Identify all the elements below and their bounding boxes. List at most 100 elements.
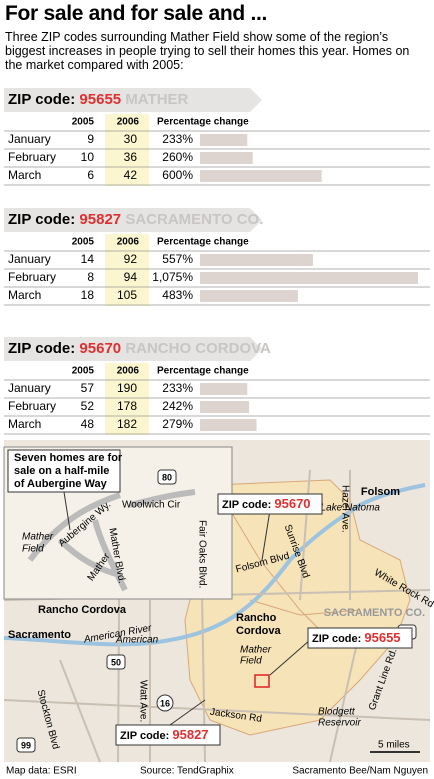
credit: Map data: ESRI xyxy=(6,766,77,777)
zip-callout: ZIP code: 95670 ZIP code: 95655 ZIP code… xyxy=(115,493,413,746)
pct-label: 233% xyxy=(162,381,193,395)
inset-label: Mather xyxy=(22,532,54,543)
pct-bar xyxy=(200,170,322,182)
pct-label: 260% xyxy=(162,150,193,164)
value-2006: 190 xyxy=(117,381,137,395)
map-label: Folsom xyxy=(361,486,400,498)
column-header: Percentage change xyxy=(157,366,249,377)
value-2006: 30 xyxy=(124,132,138,146)
map-label: Fair Oaks Blvd. xyxy=(196,520,207,588)
value-2006: 94 xyxy=(124,270,138,284)
map-label: Lake Natoma xyxy=(321,503,381,514)
zip: 95670 xyxy=(274,496,310,511)
callout-leader xyxy=(63,491,71,531)
zip-label: ZIP code: xyxy=(312,633,361,645)
pct-label: 279% xyxy=(162,417,193,431)
shield xyxy=(157,469,177,485)
zip-border xyxy=(249,599,361,616)
column-header: Percentage change xyxy=(157,237,249,248)
map-label: Blodgett xyxy=(318,707,356,718)
highlight-box xyxy=(254,674,270,688)
column-header: 2005 xyxy=(72,366,95,377)
zip-box xyxy=(115,724,221,746)
area: MATHER xyxy=(125,91,188,108)
value-2005: 57 xyxy=(81,381,95,395)
leader xyxy=(169,699,206,726)
column-header: 2006 xyxy=(117,366,140,377)
shield xyxy=(106,654,126,670)
column-header: Percentage change xyxy=(157,117,249,128)
inset-label: Field xyxy=(22,544,44,555)
shield-label: 50 xyxy=(111,657,121,667)
map-label: Cordova xyxy=(236,625,282,637)
month: January xyxy=(8,252,51,266)
value-2006: 42 xyxy=(124,168,138,182)
value-2005: 6 xyxy=(87,168,94,182)
zip-label: ZIP code: xyxy=(222,499,271,511)
column-highlight xyxy=(105,363,149,435)
zip: 95655 xyxy=(364,630,400,645)
value-2005: 9 xyxy=(87,132,94,146)
callout: sale on a half-mile xyxy=(14,465,109,477)
zip: 95655 xyxy=(79,91,121,108)
pct-bar xyxy=(200,419,257,431)
pct-bar xyxy=(200,383,248,395)
pct-bar xyxy=(200,272,418,284)
map-label: Watt Ave. xyxy=(137,680,148,722)
pct-bar xyxy=(200,152,253,164)
intro: Three ZIP codes surrounding Mather Field… xyxy=(5,30,410,72)
value-2005: 8 xyxy=(87,270,94,284)
area: RANCHO CORDOVA xyxy=(125,340,271,357)
zip-callout-text: ZIP code: 95670 xyxy=(222,496,311,511)
pct-label: 1,075% xyxy=(152,270,193,284)
map-label: Hazel Ave. xyxy=(339,485,350,533)
pct-label: 242% xyxy=(162,399,193,413)
zip-callout-text: ZIP code: 95827 xyxy=(120,727,209,742)
value-2005: 48 xyxy=(81,417,95,431)
pct-label: 600% xyxy=(162,168,193,182)
pct-bar xyxy=(200,134,248,146)
header-band xyxy=(4,88,262,112)
month: January xyxy=(8,132,51,146)
month: February xyxy=(8,270,56,284)
zip-border xyxy=(214,484,331,641)
shield xyxy=(16,737,36,753)
value-2006: 105 xyxy=(117,288,137,302)
shield-label: 16 xyxy=(160,698,170,708)
column-highlight xyxy=(105,234,149,306)
table: ZIP code: 95670 RANCHO CORDOVA 2005 2006 Pe… xyxy=(4,337,430,435)
zip-box xyxy=(307,627,413,649)
pct-label: 233% xyxy=(162,132,193,146)
leader xyxy=(261,509,271,561)
zip-callout-text: ZIP code: 95655 xyxy=(312,630,401,645)
shield-label: 80 xyxy=(162,472,172,482)
column-header: 2006 xyxy=(117,237,140,248)
pct-bar xyxy=(200,254,313,266)
header-band xyxy=(4,208,262,232)
value-2005: 14 xyxy=(81,252,95,266)
area: SACRAMENTO CO. xyxy=(125,211,263,228)
table: ZIP code: 95827 SACRAMENTO CO. 2005 2006 Pe… xyxy=(4,208,430,306)
scale-label: 5 miles xyxy=(378,740,410,751)
value-2006: 178 xyxy=(117,399,137,413)
map-label: SACRAMENTO CO. xyxy=(324,607,425,619)
column-header: 2005 xyxy=(72,237,95,248)
month: February xyxy=(8,150,56,164)
credit: Sacramento Bee/Nam Nguyen xyxy=(292,766,428,777)
month: January xyxy=(8,381,51,395)
pct-bar xyxy=(200,290,298,302)
zip-label: ZIP code: xyxy=(8,211,75,228)
zip: 95670 xyxy=(79,340,121,357)
column-header: 2006 xyxy=(117,117,140,128)
value-2006: 92 xyxy=(124,252,138,266)
value-2006: 36 xyxy=(124,150,138,164)
month: March xyxy=(8,168,41,182)
column-highlight xyxy=(105,114,149,186)
column-header: 2005 xyxy=(72,117,95,128)
zip-label: ZIP code: xyxy=(8,91,75,108)
zip-box xyxy=(217,493,323,515)
map-label: Reservoir xyxy=(318,718,361,729)
month: March xyxy=(8,417,41,431)
inset-label: Woolwich Cir xyxy=(122,500,181,511)
zip: 95827 xyxy=(79,211,121,228)
